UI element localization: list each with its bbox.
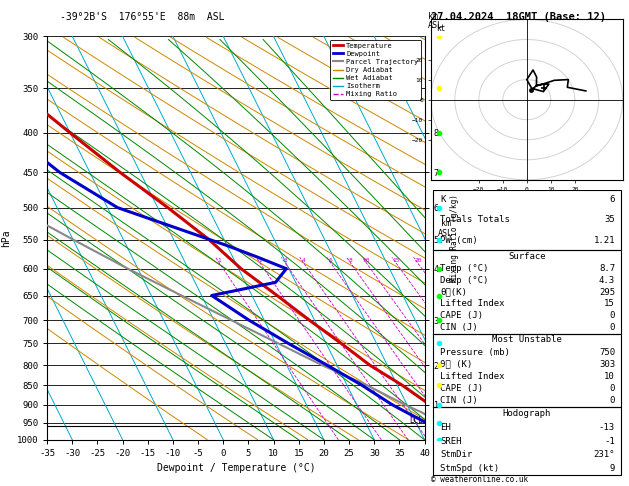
Text: 750: 750 xyxy=(599,347,615,357)
Text: km: km xyxy=(428,12,438,21)
Text: ASL: ASL xyxy=(428,21,443,31)
Text: 0: 0 xyxy=(610,312,615,320)
Text: Hodograph: Hodograph xyxy=(503,409,551,418)
Y-axis label: km
ASL: km ASL xyxy=(438,219,453,238)
Text: -39°2B'S  176°55'E  88m  ASL: -39°2B'S 176°55'E 88m ASL xyxy=(60,12,225,22)
Text: Temp (°C): Temp (°C) xyxy=(440,263,489,273)
Text: 15: 15 xyxy=(392,258,400,263)
Text: -1: -1 xyxy=(604,436,615,446)
Text: StmSpd (kt): StmSpd (kt) xyxy=(440,464,499,473)
Text: SREH: SREH xyxy=(440,436,462,446)
Text: 9: 9 xyxy=(610,464,615,473)
Text: 1: 1 xyxy=(218,258,221,263)
Text: 295: 295 xyxy=(599,288,615,296)
Text: 231°: 231° xyxy=(594,450,615,459)
Text: 4.3: 4.3 xyxy=(599,276,615,285)
Text: 20: 20 xyxy=(414,258,421,263)
Text: 27.04.2024  18GMT (Base: 12): 27.04.2024 18GMT (Base: 12) xyxy=(431,12,606,22)
Text: 15: 15 xyxy=(604,299,615,309)
Text: Lifted Index: Lifted Index xyxy=(440,372,505,381)
Text: Surface: Surface xyxy=(508,252,545,260)
X-axis label: Dewpoint / Temperature (°C): Dewpoint / Temperature (°C) xyxy=(157,464,315,473)
Text: CAPE (J): CAPE (J) xyxy=(440,384,484,393)
Text: K: K xyxy=(440,195,446,204)
Text: Most Unstable: Most Unstable xyxy=(492,335,562,345)
Y-axis label: hPa: hPa xyxy=(1,229,11,247)
Text: EH: EH xyxy=(440,423,451,432)
Text: 35: 35 xyxy=(604,215,615,225)
Text: PW (cm): PW (cm) xyxy=(440,236,478,244)
Text: Mixing Ratio (g/kg): Mixing Ratio (g/kg) xyxy=(450,194,459,282)
Text: 10: 10 xyxy=(604,372,615,381)
Text: 6: 6 xyxy=(610,195,615,204)
Text: 1.21: 1.21 xyxy=(594,236,615,244)
Text: Lifted Index: Lifted Index xyxy=(440,299,505,309)
Text: Totals Totals: Totals Totals xyxy=(440,215,510,225)
Text: 6: 6 xyxy=(329,258,333,263)
Text: 8.7: 8.7 xyxy=(599,263,615,273)
Text: 2: 2 xyxy=(259,258,262,263)
Text: θᴇ (K): θᴇ (K) xyxy=(440,360,473,369)
Text: kt: kt xyxy=(437,24,446,33)
Text: -13: -13 xyxy=(599,423,615,432)
Text: CAPE (J): CAPE (J) xyxy=(440,312,484,320)
Text: 303: 303 xyxy=(599,360,615,369)
Text: LCL: LCL xyxy=(409,417,423,425)
Text: 0: 0 xyxy=(610,384,615,393)
Text: 4: 4 xyxy=(302,258,306,263)
Text: © weatheronline.co.uk: © weatheronline.co.uk xyxy=(431,474,528,484)
Text: 0: 0 xyxy=(610,323,615,332)
Text: CIN (J): CIN (J) xyxy=(440,323,478,332)
Text: 3: 3 xyxy=(284,258,287,263)
Text: CIN (J): CIN (J) xyxy=(440,396,478,405)
Legend: Temperature, Dewpoint, Parcel Trajectory, Dry Adiabat, Wet Adiabat, Isotherm, Mi: Temperature, Dewpoint, Parcel Trajectory… xyxy=(330,40,421,100)
Text: Pressure (mb): Pressure (mb) xyxy=(440,347,510,357)
Text: 0: 0 xyxy=(610,396,615,405)
Text: Dewp (°C): Dewp (°C) xyxy=(440,276,489,285)
Text: StmDir: StmDir xyxy=(440,450,473,459)
Text: 10: 10 xyxy=(363,258,370,263)
Text: 8: 8 xyxy=(348,258,352,263)
Text: θᴇ(K): θᴇ(K) xyxy=(440,288,467,296)
